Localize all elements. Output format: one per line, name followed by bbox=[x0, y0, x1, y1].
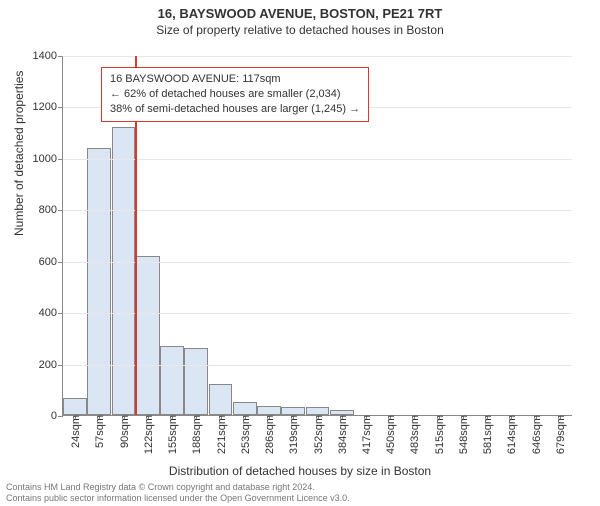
histogram-bar bbox=[136, 256, 160, 415]
y-axis-label: Number of detached properties bbox=[12, 71, 26, 236]
annotation-line: 16 BAYSWOOD AVENUE: 117sqm bbox=[110, 72, 360, 87]
ytick-label: 800 bbox=[39, 204, 63, 216]
xtick-label: 352sqm bbox=[311, 415, 325, 454]
xtick-label: 646sqm bbox=[529, 415, 543, 454]
xtick-label: 417sqm bbox=[359, 415, 373, 454]
chart-title-sub: Size of property relative to detached ho… bbox=[0, 23, 600, 37]
histogram-bar bbox=[209, 384, 233, 415]
histogram-bar bbox=[63, 398, 87, 415]
xtick-label: 24sqm bbox=[68, 415, 82, 448]
xtick-label: 679sqm bbox=[553, 415, 567, 454]
xtick-label: 286sqm bbox=[262, 415, 276, 454]
xtick-label: 548sqm bbox=[456, 415, 470, 454]
annotation-line: ← 62% of detached houses are smaller (2,… bbox=[110, 87, 360, 102]
gridline bbox=[63, 159, 572, 160]
xtick-label: 221sqm bbox=[214, 415, 228, 454]
xtick-label: 188sqm bbox=[189, 415, 203, 454]
ytick-label: 600 bbox=[39, 256, 63, 268]
annotation-line: 38% of semi-detached houses are larger (… bbox=[110, 102, 360, 117]
gridline bbox=[63, 365, 572, 366]
histogram-bar bbox=[306, 407, 330, 415]
xtick-label: 581sqm bbox=[480, 415, 494, 454]
histogram-bar bbox=[184, 348, 208, 415]
xtick-label: 483sqm bbox=[407, 415, 421, 454]
xtick-label: 515sqm bbox=[432, 415, 446, 454]
histogram-bar bbox=[257, 406, 281, 415]
xtick-label: 253sqm bbox=[238, 415, 252, 454]
histogram-bar bbox=[87, 148, 111, 415]
ytick-label: 400 bbox=[39, 307, 63, 319]
ytick-label: 0 bbox=[51, 410, 63, 422]
histogram-bar bbox=[233, 402, 257, 415]
xtick-label: 155sqm bbox=[165, 415, 179, 454]
gridline bbox=[63, 262, 572, 263]
footer-line: Contains public sector information licen… bbox=[6, 493, 350, 504]
xtick-label: 450sqm bbox=[383, 415, 397, 454]
ytick-label: 200 bbox=[39, 359, 63, 371]
xtick-label: 319sqm bbox=[286, 415, 300, 454]
footer-attribution: Contains HM Land Registry data © Crown c… bbox=[6, 482, 350, 505]
ytick-label: 1200 bbox=[33, 101, 63, 113]
footer-line: Contains HM Land Registry data © Crown c… bbox=[6, 482, 350, 493]
histogram-bar bbox=[160, 346, 184, 415]
annotation-box: 16 BAYSWOOD AVENUE: 117sqm← 62% of detac… bbox=[101, 67, 369, 122]
xtick-label: 122sqm bbox=[141, 415, 155, 454]
chart-plot-area: 020040060080010001200140024sqm57sqm90sqm… bbox=[62, 56, 572, 416]
xtick-label: 384sqm bbox=[335, 415, 349, 454]
chart-title-main: 16, BAYSWOOD AVENUE, BOSTON, PE21 7RT bbox=[0, 6, 600, 21]
ytick-label: 1400 bbox=[33, 50, 63, 62]
ytick-label: 1000 bbox=[33, 153, 63, 165]
xtick-label: 90sqm bbox=[117, 415, 131, 448]
xtick-label: 614sqm bbox=[504, 415, 518, 454]
xtick-label: 57sqm bbox=[92, 415, 106, 448]
histogram-bar bbox=[281, 407, 305, 415]
gridline bbox=[63, 313, 572, 314]
gridline bbox=[63, 210, 572, 211]
x-axis-label: Distribution of detached houses by size … bbox=[0, 464, 600, 478]
gridline bbox=[63, 56, 572, 57]
histogram-bar bbox=[112, 127, 136, 415]
